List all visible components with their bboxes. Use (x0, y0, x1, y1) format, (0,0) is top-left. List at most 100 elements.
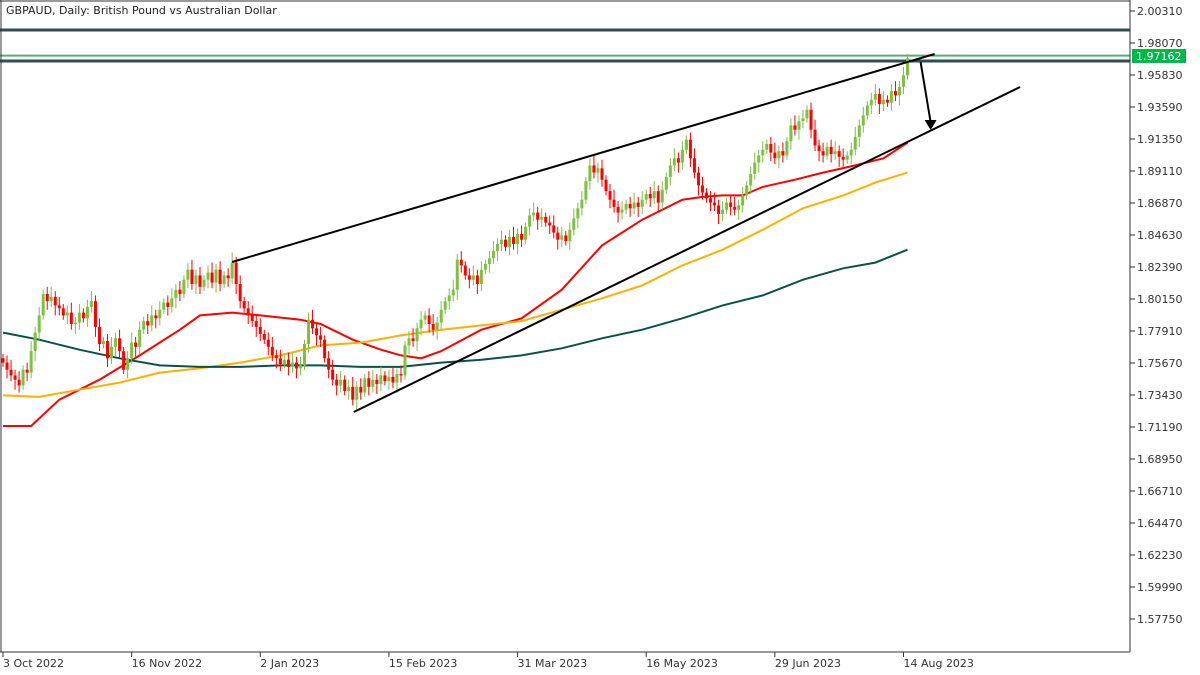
bearish-candle (190, 269, 194, 285)
bullish-candle (403, 345, 407, 376)
bearish-candle (459, 259, 463, 266)
bullish-candle (652, 191, 656, 199)
bearish-candle (592, 165, 596, 173)
bearish-candle (375, 379, 379, 385)
moving-average-ma_slow (2, 248, 908, 368)
bullish-candle (620, 209, 624, 213)
bearish-candle (709, 198, 713, 203)
bullish-candle (761, 149, 765, 156)
bearish-candle (327, 358, 331, 370)
bearish-candle (134, 342, 138, 347)
bullish-candle (21, 369, 25, 386)
bullish-candle (158, 309, 162, 319)
bearish-candle (278, 358, 282, 365)
bullish-candle (222, 275, 226, 285)
bullish-candle (439, 309, 443, 323)
bullish-candle (37, 315, 41, 333)
bearish-candle (226, 275, 230, 279)
bullish-candle (407, 338, 411, 346)
bearish-candle (520, 234, 524, 240)
bullish-candle (881, 99, 885, 105)
bearish-candle (258, 326, 262, 335)
chart-title: GBPAUD, Daily: British Pound vs Australi… (6, 4, 277, 17)
bullish-candle (455, 259, 459, 290)
bullish-candle (801, 118, 805, 122)
y-tick-label: 1.84630 (1137, 229, 1183, 242)
bullish-candle (805, 109, 809, 119)
bearish-candle (813, 129, 817, 146)
bearish-candle (315, 328, 319, 336)
bearish-candle (343, 379, 347, 392)
y-tick-label: 1.68950 (1137, 453, 1183, 466)
bearish-candle (467, 275, 471, 280)
bullish-candle (371, 379, 375, 387)
bullish-candle (865, 105, 869, 116)
bearish-candle (57, 305, 61, 309)
bearish-candle (548, 222, 552, 226)
bullish-candle (516, 234, 520, 245)
bullish-candle (479, 269, 483, 285)
bearish-candle (97, 326, 101, 345)
bearish-candle (122, 351, 126, 370)
bullish-candle (202, 279, 206, 287)
bearish-candle (544, 216, 548, 223)
bearish-candle (254, 321, 258, 327)
bullish-candle (174, 289, 178, 299)
bearish-candle (93, 301, 97, 327)
bullish-candle (624, 204, 628, 210)
bullish-candle (150, 315, 154, 326)
bearish-candle (877, 94, 881, 105)
x-tick-label: 14 Aug 2023 (903, 657, 973, 670)
bearish-candle (154, 315, 158, 319)
bearish-candle (266, 339, 270, 347)
y-tick-label: 1.71190 (1137, 421, 1183, 434)
current-price-label: 1.97162 (1136, 50, 1182, 63)
bearish-candle (885, 99, 889, 103)
bearish-candle (61, 308, 65, 316)
bearish-candle (676, 158, 680, 163)
bullish-candle (560, 235, 564, 240)
bullish-candle (355, 386, 359, 400)
bullish-candle (495, 244, 499, 252)
bearish-candle (781, 151, 785, 156)
bearish-candle (837, 151, 841, 157)
bearish-candle (331, 369, 335, 380)
bullish-candle (528, 215, 532, 227)
bearish-candle (556, 232, 560, 240)
bullish-candle (73, 322, 77, 325)
bullish-candle (845, 155, 849, 160)
bullish-candle (853, 136, 857, 150)
bullish-candle (745, 185, 749, 196)
bullish-candle (114, 338, 118, 347)
bearish-candle (648, 194, 652, 199)
bearish-candle (717, 205, 721, 215)
bullish-candle (757, 155, 761, 163)
y-tick-label: 1.75670 (1137, 357, 1183, 370)
bearish-candle (351, 386, 355, 400)
bullish-candle (230, 262, 234, 279)
bearish-candle (335, 379, 339, 386)
bearish-candle (616, 206, 620, 213)
bearish-candle (274, 355, 278, 359)
bearish-candle (234, 262, 238, 285)
bearish-candle (411, 338, 415, 342)
moving-average-ma_mid (2, 171, 908, 398)
bearish-candle (53, 296, 57, 306)
bearish-candle (600, 168, 604, 180)
y-tick-label: 2.00310 (1137, 5, 1183, 18)
bullish-candle (906, 58, 909, 76)
bearish-candle (636, 202, 640, 207)
y-tick-label: 1.80150 (1137, 293, 1183, 306)
x-tick-label: 31 Mar 2023 (518, 657, 588, 670)
bullish-candle (471, 275, 475, 280)
bullish-candle (777, 151, 781, 159)
bearish-candle (311, 319, 315, 329)
bearish-candle (294, 362, 298, 369)
y-tick-label: 1.82390 (1137, 261, 1183, 274)
bearish-candle (817, 145, 821, 152)
bearish-candle (246, 308, 250, 316)
y-tick-label: 1.77910 (1137, 325, 1183, 338)
bullish-candle (290, 362, 294, 367)
bullish-candle (77, 312, 81, 323)
